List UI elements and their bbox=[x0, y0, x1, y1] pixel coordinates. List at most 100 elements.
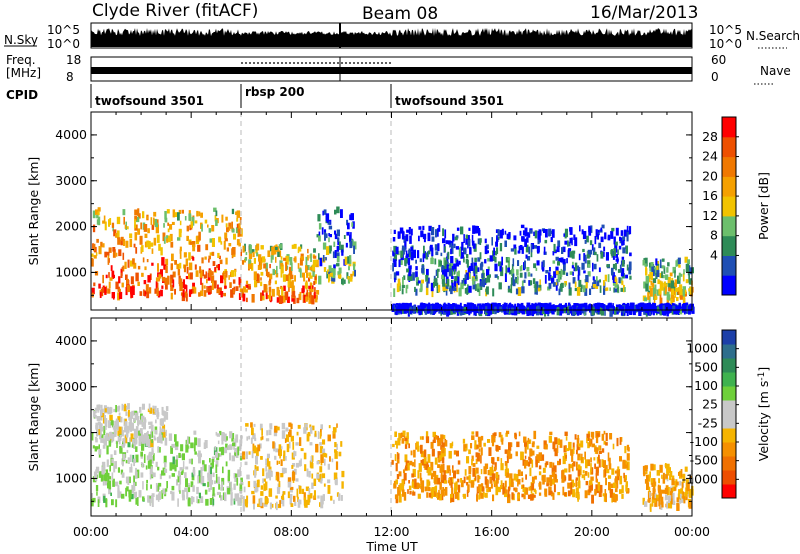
echo-cell bbox=[216, 491, 220, 496]
echo-cell bbox=[91, 493, 93, 498]
echo-cell bbox=[264, 502, 268, 507]
echo-cell bbox=[666, 477, 669, 482]
echo-cell bbox=[484, 238, 487, 244]
echo-cell bbox=[473, 304, 476, 309]
echo-cell bbox=[431, 448, 435, 457]
echo-cell bbox=[676, 297, 679, 302]
echo-cell bbox=[679, 291, 683, 299]
echo-cell bbox=[99, 291, 102, 298]
echo-cell bbox=[121, 282, 124, 288]
echo-cell bbox=[216, 289, 220, 294]
echo-cell bbox=[538, 471, 542, 476]
echo-cell bbox=[334, 427, 337, 433]
echo-cell bbox=[415, 271, 418, 278]
echo-cell bbox=[150, 455, 154, 464]
echo-cell bbox=[656, 265, 659, 270]
echo-cell bbox=[130, 287, 133, 295]
echo-cell bbox=[626, 233, 629, 242]
echo-cell bbox=[103, 429, 106, 436]
echo-cell bbox=[680, 495, 684, 501]
echo-cell bbox=[254, 469, 257, 478]
echo-cell bbox=[653, 287, 657, 294]
echo-cell bbox=[96, 404, 100, 411]
echo-cell bbox=[260, 491, 264, 496]
power-colorbar-tick-label: 20 bbox=[702, 168, 718, 183]
echo-cell bbox=[599, 305, 604, 309]
echo-cell bbox=[679, 295, 683, 300]
echo-cell bbox=[559, 439, 563, 448]
nsky-tick-bottom: 10^0 bbox=[47, 37, 80, 51]
echo-cell bbox=[171, 491, 175, 501]
echo-cell bbox=[605, 305, 608, 311]
echo-cell bbox=[95, 469, 98, 478]
echo-cell bbox=[431, 227, 435, 236]
echo-cell bbox=[646, 474, 649, 483]
echo-cell bbox=[181, 469, 184, 474]
echo-cell bbox=[527, 461, 531, 467]
echo-cell bbox=[198, 456, 202, 464]
echo-cell bbox=[623, 284, 625, 293]
echo-cell bbox=[128, 495, 132, 502]
echo-cell bbox=[468, 227, 471, 231]
echo-cell bbox=[237, 493, 240, 498]
echo-cell bbox=[423, 251, 426, 258]
echo-cell bbox=[329, 456, 331, 462]
echo-cell bbox=[171, 443, 175, 448]
echo-cell bbox=[133, 458, 135, 467]
echo-cell bbox=[299, 291, 302, 301]
echo-cell bbox=[333, 241, 336, 247]
echo-cell bbox=[658, 497, 661, 507]
echo-cell bbox=[198, 470, 201, 477]
echo-cell bbox=[437, 451, 441, 458]
echo-cell bbox=[582, 248, 585, 253]
echo-cell bbox=[113, 465, 116, 473]
echo-cell bbox=[207, 472, 209, 478]
echo-cell bbox=[521, 303, 524, 308]
echo-cell bbox=[453, 279, 457, 288]
echo-cell bbox=[307, 255, 309, 261]
echo-cell bbox=[398, 471, 402, 477]
echo-cell bbox=[625, 274, 628, 279]
echo-cell bbox=[528, 456, 531, 461]
echo-cell bbox=[251, 294, 255, 303]
echo-cell bbox=[436, 477, 441, 485]
echo-cell bbox=[464, 274, 468, 279]
velocity-colorbar-tick-label: -25 bbox=[698, 415, 718, 430]
echo-cell bbox=[499, 243, 503, 252]
echo-cell bbox=[327, 463, 330, 470]
echo-cell bbox=[515, 474, 519, 482]
echo-cell bbox=[458, 304, 461, 310]
echo-cell bbox=[420, 302, 423, 311]
echo-cell bbox=[400, 307, 403, 315]
echo-cell bbox=[604, 469, 607, 476]
echo-cell bbox=[611, 306, 615, 310]
echo-cell bbox=[660, 282, 664, 291]
echo-cell bbox=[278, 449, 281, 456]
echo-cell bbox=[554, 479, 558, 483]
echo-cell bbox=[112, 478, 115, 487]
echo-cell bbox=[689, 286, 693, 295]
echo-cell bbox=[225, 223, 228, 228]
echo-cell bbox=[553, 484, 556, 493]
echo-cell bbox=[117, 434, 120, 442]
echo-cell bbox=[135, 497, 138, 505]
echo-cell bbox=[463, 256, 465, 263]
echo-cell bbox=[477, 257, 481, 262]
echo-cell bbox=[486, 286, 489, 295]
echo-cell bbox=[685, 279, 689, 284]
echo-cell bbox=[472, 277, 475, 285]
echo-cell bbox=[498, 282, 502, 290]
echo-cell bbox=[289, 281, 293, 288]
echo-cell bbox=[398, 494, 402, 503]
echo-cell bbox=[569, 237, 573, 244]
echo-cell bbox=[317, 431, 320, 439]
echo-cell bbox=[420, 459, 424, 466]
echo-cell bbox=[127, 403, 130, 410]
echo-cell bbox=[663, 281, 666, 288]
echo-cell bbox=[664, 487, 669, 495]
echo-cell bbox=[186, 438, 189, 446]
echo-cell bbox=[329, 272, 333, 277]
echo-cell bbox=[513, 244, 517, 249]
echo-cell bbox=[244, 257, 248, 261]
echo-cell bbox=[677, 275, 681, 284]
